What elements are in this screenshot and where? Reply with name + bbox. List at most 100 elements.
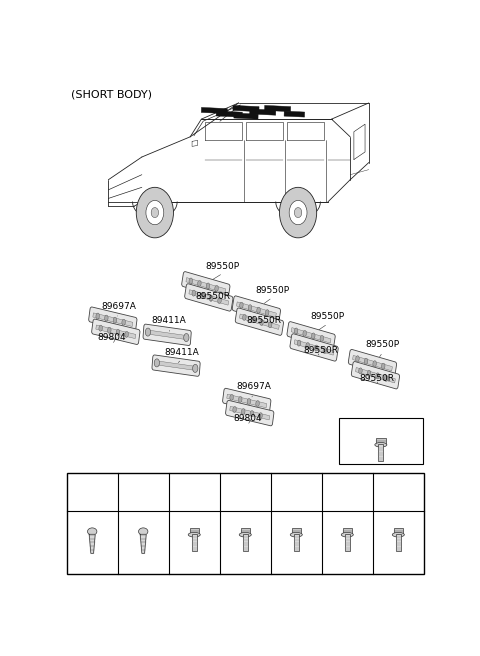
- Text: 1249GE: 1249GE: [127, 487, 159, 497]
- Text: 89550R: 89550R: [360, 375, 395, 383]
- Bar: [339, 418, 423, 464]
- Ellipse shape: [154, 359, 159, 367]
- Ellipse shape: [373, 361, 376, 367]
- Ellipse shape: [392, 533, 404, 537]
- FancyBboxPatch shape: [152, 355, 200, 377]
- Ellipse shape: [242, 314, 246, 320]
- Bar: [240, 528, 250, 534]
- Ellipse shape: [122, 319, 125, 325]
- Ellipse shape: [341, 533, 353, 537]
- Bar: [394, 528, 403, 534]
- Ellipse shape: [108, 327, 111, 333]
- Text: 11234: 11234: [181, 487, 207, 497]
- Text: 89550R: 89550R: [303, 346, 338, 355]
- Bar: [234, 113, 258, 119]
- Ellipse shape: [192, 364, 198, 373]
- Bar: [376, 438, 385, 444]
- Ellipse shape: [359, 368, 362, 374]
- Ellipse shape: [209, 295, 213, 301]
- Text: (SHORT BODY): (SHORT BODY): [71, 90, 152, 100]
- Ellipse shape: [215, 285, 218, 291]
- Ellipse shape: [306, 342, 310, 348]
- Ellipse shape: [113, 317, 117, 323]
- FancyBboxPatch shape: [147, 330, 187, 340]
- Ellipse shape: [239, 396, 242, 402]
- Ellipse shape: [290, 533, 302, 537]
- Text: 89550P: 89550P: [366, 340, 400, 350]
- Ellipse shape: [189, 278, 192, 284]
- Text: 11233: 11233: [368, 422, 394, 431]
- Ellipse shape: [382, 363, 385, 369]
- FancyBboxPatch shape: [353, 356, 392, 371]
- FancyBboxPatch shape: [290, 334, 338, 361]
- FancyBboxPatch shape: [143, 324, 191, 346]
- Bar: [243, 534, 248, 550]
- FancyBboxPatch shape: [182, 272, 230, 299]
- FancyBboxPatch shape: [287, 321, 335, 349]
- Ellipse shape: [206, 283, 210, 289]
- FancyBboxPatch shape: [240, 314, 279, 329]
- Ellipse shape: [320, 335, 324, 341]
- Ellipse shape: [256, 401, 259, 407]
- Circle shape: [151, 207, 158, 218]
- Ellipse shape: [376, 373, 379, 379]
- Ellipse shape: [265, 310, 269, 316]
- Bar: [291, 528, 301, 534]
- Text: 89550M: 89550M: [330, 487, 364, 497]
- FancyBboxPatch shape: [96, 325, 136, 338]
- Polygon shape: [140, 534, 146, 553]
- Text: 89697A: 89697A: [236, 382, 271, 391]
- Bar: [345, 534, 350, 550]
- FancyBboxPatch shape: [156, 361, 196, 371]
- Ellipse shape: [87, 528, 97, 535]
- FancyBboxPatch shape: [235, 308, 284, 335]
- Bar: [216, 111, 242, 117]
- Bar: [284, 111, 305, 117]
- FancyBboxPatch shape: [92, 319, 140, 344]
- Bar: [192, 534, 197, 550]
- Ellipse shape: [294, 328, 298, 334]
- Ellipse shape: [233, 407, 236, 413]
- Ellipse shape: [139, 528, 148, 535]
- Ellipse shape: [248, 304, 252, 311]
- Ellipse shape: [96, 313, 99, 319]
- Bar: [396, 534, 401, 550]
- Text: 89697A: 89697A: [101, 302, 136, 310]
- Ellipse shape: [218, 298, 221, 304]
- Bar: [343, 528, 352, 534]
- Ellipse shape: [260, 319, 264, 325]
- Ellipse shape: [303, 331, 306, 337]
- Ellipse shape: [314, 345, 318, 351]
- Circle shape: [279, 188, 317, 238]
- Bar: [190, 528, 199, 534]
- Ellipse shape: [192, 290, 195, 296]
- Ellipse shape: [384, 375, 388, 381]
- Ellipse shape: [251, 317, 255, 323]
- Ellipse shape: [230, 394, 233, 400]
- FancyBboxPatch shape: [223, 388, 271, 414]
- Ellipse shape: [198, 281, 201, 287]
- Text: 89411A: 89411A: [164, 348, 199, 357]
- Ellipse shape: [184, 333, 189, 342]
- Ellipse shape: [247, 398, 251, 405]
- Ellipse shape: [241, 409, 245, 415]
- Ellipse shape: [364, 358, 368, 364]
- Ellipse shape: [105, 315, 108, 321]
- Text: 89550R: 89550R: [246, 316, 281, 325]
- Text: 1129GE: 1129GE: [382, 487, 415, 497]
- Ellipse shape: [201, 293, 204, 298]
- Ellipse shape: [259, 413, 262, 419]
- FancyBboxPatch shape: [185, 284, 233, 311]
- Bar: [67, 473, 424, 574]
- Bar: [264, 106, 291, 112]
- Ellipse shape: [257, 307, 260, 313]
- FancyBboxPatch shape: [356, 367, 396, 383]
- Text: 1249GA: 1249GA: [75, 487, 109, 497]
- Text: 1140FF: 1140FF: [281, 487, 312, 497]
- Circle shape: [294, 207, 302, 218]
- Text: 89550P: 89550P: [311, 312, 345, 321]
- Text: 89411A: 89411A: [151, 316, 186, 325]
- Text: 89804: 89804: [233, 414, 262, 423]
- FancyBboxPatch shape: [227, 394, 267, 408]
- FancyBboxPatch shape: [230, 406, 270, 420]
